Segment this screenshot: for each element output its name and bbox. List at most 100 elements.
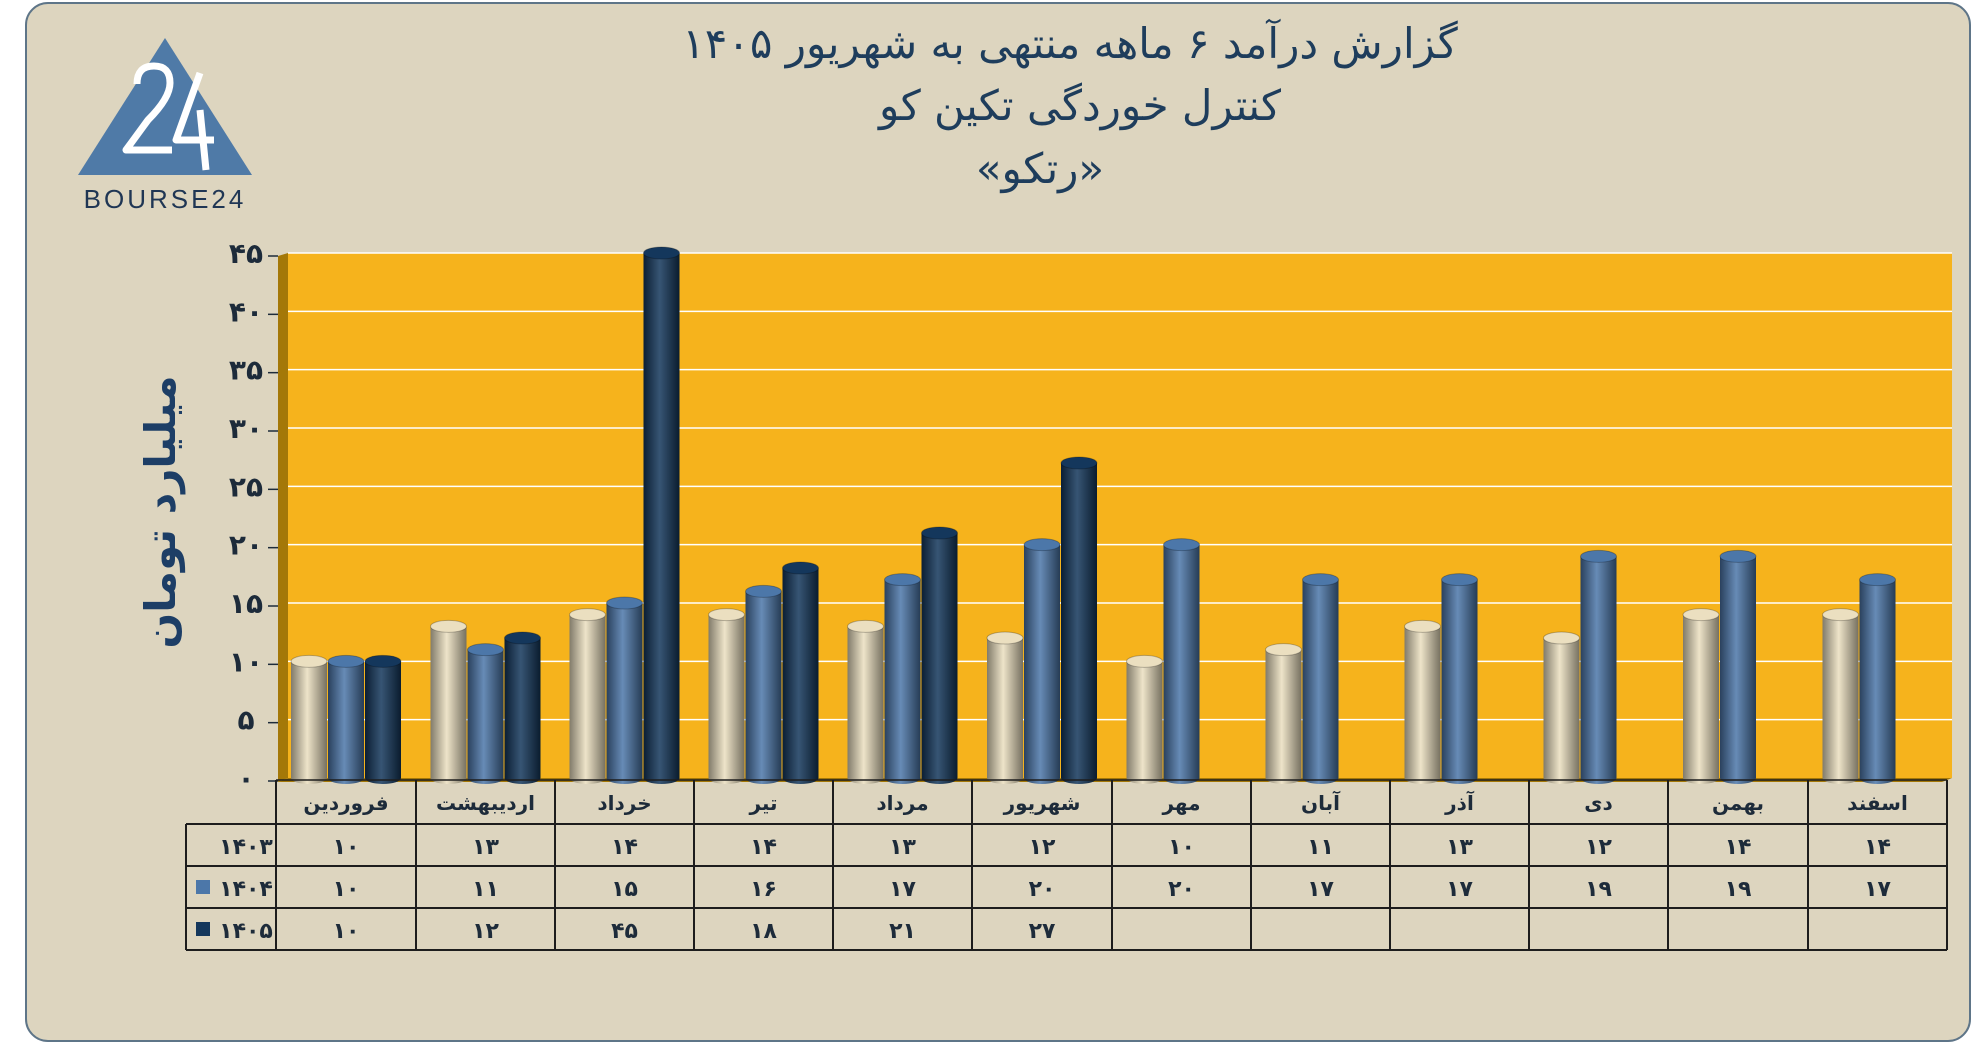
- bar: [1859, 573, 1896, 784]
- y-tick-label: ۴۵: [229, 237, 263, 270]
- table-cell-value: ۱۶: [750, 877, 777, 902]
- bar: [364, 654, 402, 784]
- y-tick-label: ۳۵: [229, 354, 263, 387]
- bar: [884, 573, 921, 784]
- table-cell-value: ۱۸: [750, 919, 777, 944]
- bar: [1543, 631, 1580, 784]
- table-cell-value: ۱۲: [472, 919, 499, 944]
- table-cell-value: ۱۴: [1725, 835, 1752, 860]
- legend-label: ۱۴۰۵: [219, 919, 273, 944]
- y-tick-label: ۰: [237, 762, 254, 795]
- table-cell-value: ۱۷: [1307, 877, 1334, 902]
- bar: [1580, 549, 1617, 784]
- bar: [643, 246, 680, 784]
- bar: [1719, 549, 1757, 784]
- table-cell-value: ۱۰: [333, 877, 360, 902]
- table-cell-value: ۱۷: [889, 877, 916, 902]
- legend-label: ۱۴۰۴: [219, 877, 273, 902]
- table-cell-value: ۱۳: [1446, 835, 1473, 860]
- table-cell-value: ۱۴: [750, 835, 777, 860]
- table-cell-value: ۲۱: [889, 919, 916, 944]
- table-cell-value: ۱۷: [1864, 877, 1891, 902]
- table-cell-value: ۱۳: [472, 835, 499, 860]
- table-cell-value: ۱۲: [1029, 835, 1056, 860]
- y-tick-label: ۱۵: [229, 587, 263, 620]
- y-tick-label: ۴۰: [229, 295, 263, 328]
- bar: [1441, 573, 1478, 784]
- bar: [782, 561, 819, 784]
- logo-digit-4-icon: [172, 71, 214, 171]
- table-cell-value: ۱۴: [1864, 835, 1891, 860]
- table-cell-value: ۱۱: [1307, 835, 1334, 860]
- bar: [1163, 538, 1200, 784]
- bar: [327, 654, 365, 784]
- table-cell-value: ۱۹: [1585, 877, 1612, 902]
- y-tick-label: ۳۰: [229, 412, 263, 445]
- bar: [1682, 608, 1720, 784]
- table-cell-value: ۴۵: [611, 919, 638, 944]
- y-tick-label: ۲۰: [229, 529, 263, 562]
- x-tick-label: دی: [1584, 791, 1613, 815]
- bar: [986, 631, 1024, 784]
- legend-swatch: [196, 880, 210, 894]
- bar: [569, 608, 606, 784]
- legend-label: ۱۴۰۳: [219, 835, 273, 860]
- plot-area: [278, 253, 1952, 782]
- bar: [745, 584, 782, 784]
- table-cell-value: ۱۳: [889, 835, 916, 860]
- bar: [1126, 654, 1163, 784]
- table-cell-value: ۱۰: [333, 919, 360, 944]
- table-cell-value: ۱۱: [472, 877, 499, 902]
- y-tick-label: ۲۵: [229, 470, 263, 503]
- bar: [606, 596, 643, 784]
- table-cell-value: ۱۵: [611, 877, 638, 902]
- title-line-2: کنترل خوردگی تکین کو: [877, 81, 1281, 130]
- table-cell-value: ۱۴: [611, 835, 638, 860]
- x-tick-label: تیر: [748, 791, 777, 815]
- bar: [1404, 619, 1441, 784]
- plot-background: [288, 253, 1952, 778]
- bar: [708, 608, 745, 784]
- y-tick-label: ۵: [237, 704, 254, 737]
- table-cell-value: ۱۰: [1168, 835, 1195, 860]
- x-tick-label: مرداد: [876, 791, 928, 815]
- bar: [1822, 608, 1859, 784]
- x-tick-label: اردیبهشت: [436, 791, 535, 815]
- bar: [1060, 456, 1098, 784]
- title-line-3: «رتکو»: [976, 144, 1104, 193]
- bar: [430, 619, 467, 784]
- bar: [847, 619, 884, 784]
- logo-digit-2-icon: [122, 62, 174, 154]
- x-tick-label: شهریور: [1003, 791, 1081, 815]
- title-line-1: گزارش درآمد ۶ ماهه منتهی به شهریور ۱۴۰۵: [682, 18, 1458, 69]
- x-tick-label: اسفند: [1847, 791, 1908, 815]
- x-tick-label: خرداد: [597, 791, 651, 815]
- table-cell-value: ۲۰: [1029, 877, 1056, 902]
- y-tick-label: ۱۰: [229, 645, 263, 678]
- gridlines: [288, 252, 1952, 721]
- bar: [504, 631, 541, 784]
- bar: [1023, 538, 1061, 784]
- x-tick-label: مهر: [1161, 791, 1200, 815]
- bars: [290, 246, 1896, 784]
- legend-swatch: [196, 922, 210, 936]
- bar: [290, 654, 328, 784]
- y-axis-label: میلیارد تومان: [136, 375, 186, 648]
- table-cell-value: ۱۹: [1725, 877, 1752, 902]
- y-axis-ticks: ۰ ۵ ۱۰ ۱۵ ۲۰ ۲۵ ۳۰ ۳۵ ۴۰ ۴۵: [229, 237, 278, 795]
- table-cell-value: ۲۰: [1168, 877, 1195, 902]
- table-cell-value: ۱۰: [333, 835, 360, 860]
- bar: [467, 643, 504, 784]
- x-tick-label: فروردین: [303, 791, 388, 815]
- bar: [921, 526, 958, 784]
- data-table: فروردین اردیبهشت خرداد تیر مرداد شهریور مهر آبا…: [185, 779, 1948, 951]
- bar: [1265, 643, 1302, 784]
- table-cell-value: ۲۷: [1029, 919, 1056, 944]
- logo-text: BOURSE24: [84, 184, 247, 214]
- bourse24-logo: BOURSE24: [78, 38, 252, 214]
- table-cell-value: ۱۷: [1446, 877, 1473, 902]
- plot-side-wall: [278, 253, 288, 782]
- chart-title: گزارش درآمد ۶ ماهه منتهی به شهریور ۱۴۰۵ …: [682, 18, 1458, 193]
- x-tick-label: آذر: [1444, 790, 1475, 815]
